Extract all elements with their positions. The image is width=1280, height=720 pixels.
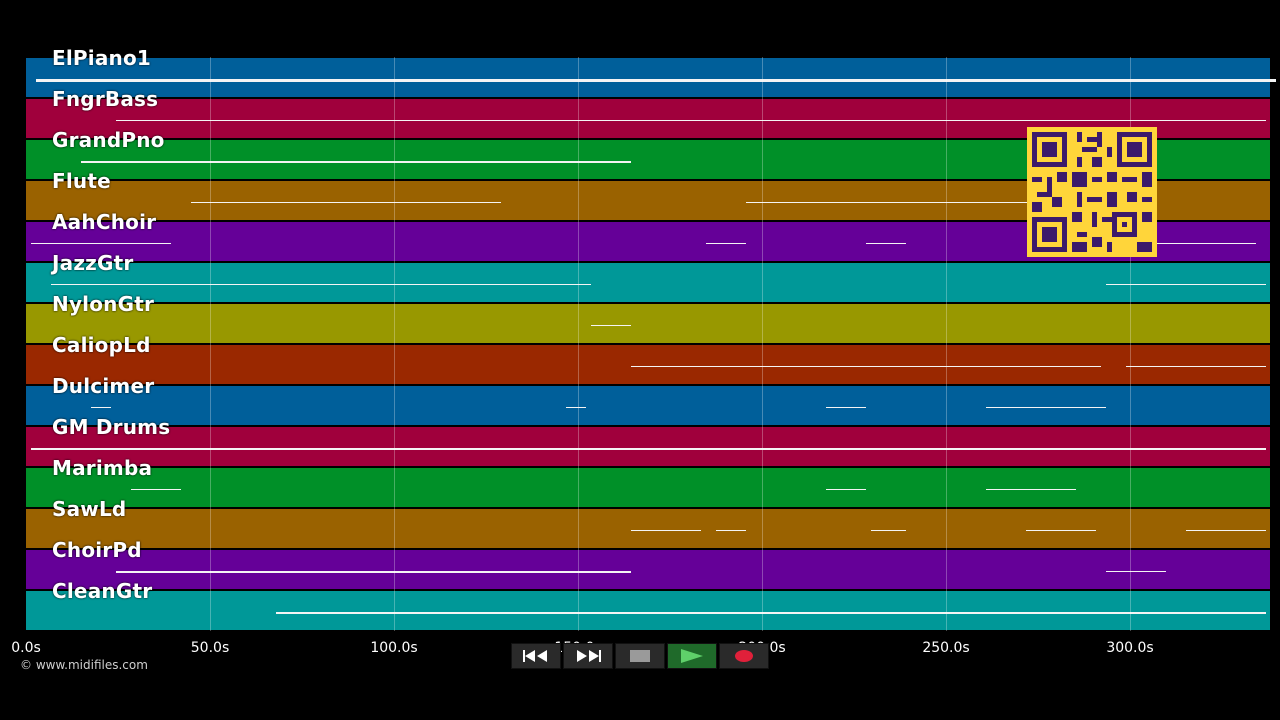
tick-label: 250.0s	[922, 640, 970, 656]
record-icon	[735, 650, 753, 662]
note-strip	[716, 530, 746, 531]
qr-code	[1027, 127, 1157, 257]
tick-label: 50.0s	[190, 640, 230, 656]
transport-controls	[511, 643, 769, 669]
track-name: GM Drums	[52, 415, 171, 439]
grid-line	[762, 57, 763, 631]
play-icon	[681, 649, 703, 663]
note-strip	[826, 407, 866, 408]
track-name: CaliopLd	[52, 333, 151, 357]
note-strip	[746, 202, 1046, 203]
note-strip	[986, 407, 1106, 408]
note-strip	[1026, 530, 1096, 531]
track-name: JazzGtr	[52, 251, 134, 275]
note-strip	[1186, 530, 1266, 531]
note-strip	[706, 243, 746, 244]
note-strip	[31, 448, 1266, 450]
note-strip	[631, 366, 1101, 367]
track-name: NylonGtr	[52, 292, 155, 316]
track-name: SawLd	[52, 497, 127, 521]
note-strip	[1126, 366, 1266, 367]
track-name: GrandPno	[52, 128, 165, 152]
note-strip	[631, 530, 701, 531]
tick-label: 300.0s	[1106, 640, 1154, 656]
note-strip	[276, 612, 1266, 614]
track-lane: CaliopLd	[26, 333, 1270, 384]
track-lane: JazzGtr	[26, 251, 1270, 302]
track-name: CleanGtr	[52, 579, 153, 603]
grid-line	[1130, 57, 1131, 631]
note-strip	[1106, 284, 1266, 285]
note-strip	[1156, 243, 1256, 244]
note-strip	[826, 489, 866, 490]
tick-label: 0.0s	[11, 640, 41, 656]
track-name: ChoirPd	[52, 538, 142, 562]
note-strip	[81, 161, 631, 163]
note-strip	[566, 407, 586, 408]
stop-button[interactable]	[615, 643, 665, 669]
record-button[interactable]	[719, 643, 769, 669]
tick-label: 100.0s	[370, 640, 418, 656]
fast-forward-button[interactable]	[563, 643, 613, 669]
track-name: Flute	[52, 169, 111, 193]
note-strip	[131, 489, 181, 490]
track-name: FngrBass	[52, 87, 159, 111]
track-lane: GM Drums	[26, 415, 1270, 466]
note-strip	[31, 243, 171, 244]
track-name: ElPiano1	[52, 46, 152, 70]
track-name: Marimba	[52, 456, 153, 480]
rewind-button[interactable]	[511, 643, 561, 669]
note-strip	[116, 571, 631, 573]
track-lane: CleanGtr	[26, 579, 1270, 630]
track-lane: ChoirPd	[26, 538, 1270, 589]
play-button[interactable]	[667, 643, 717, 669]
note-strip	[866, 243, 906, 244]
track-lane: NylonGtr	[26, 292, 1270, 343]
rewind-icon	[523, 650, 547, 662]
note-strip	[871, 530, 906, 531]
grid-line	[946, 57, 947, 631]
track-lane: Dulcimer	[26, 374, 1270, 425]
note-strip	[1106, 571, 1166, 572]
fast-forward-icon	[577, 650, 601, 662]
track-name: Dulcimer	[52, 374, 155, 398]
track-lane: Marimba	[26, 456, 1270, 507]
credit-text: © www.midifiles.com	[20, 658, 148, 672]
track-name: AahChoir	[52, 210, 157, 234]
track-lane: ElPiano1	[26, 46, 1270, 97]
stop-icon	[630, 650, 650, 662]
track-lane: SawLd	[26, 497, 1270, 548]
grid-line	[210, 57, 211, 631]
note-strip	[36, 79, 1276, 82]
piano-roll-tracks: ElPiano1 FngrBass GrandPno Flute AahChoir Jaz…	[26, 46, 1276, 631]
grid-line	[578, 57, 579, 631]
note-strip	[51, 284, 591, 285]
note-strip	[116, 120, 1266, 121]
note-strip	[591, 325, 631, 326]
note-strip	[91, 407, 111, 408]
note-strip	[191, 202, 501, 203]
note-strip	[986, 489, 1076, 490]
grid-line	[394, 57, 395, 631]
